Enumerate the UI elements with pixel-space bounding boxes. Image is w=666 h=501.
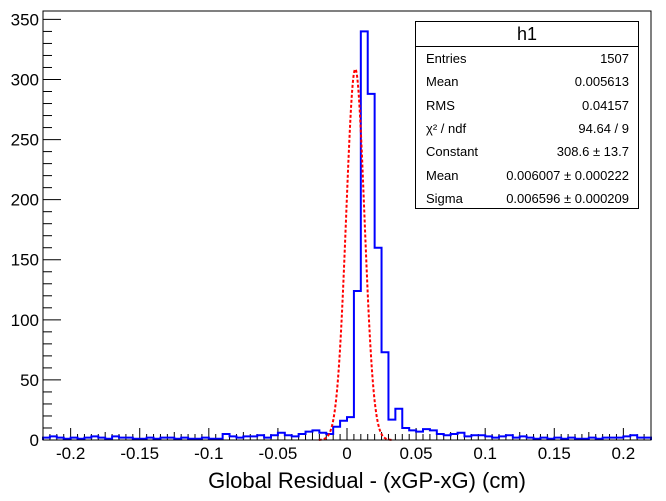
histogram-bin <box>402 428 409 440</box>
gaussian-fit-line <box>318 67 392 441</box>
x-tick-label: -0.15 <box>120 444 159 463</box>
x-tick-label: -0.1 <box>194 444 223 463</box>
stats-row: Entries 1507 <box>416 47 638 70</box>
histogram-bin <box>278 433 285 440</box>
stats-rows: Entries 1507 Mean 0.005613 RMS 0.04157 χ² / nd… <box>416 47 638 210</box>
histogram-bin <box>271 435 278 440</box>
stats-label: Mean <box>426 74 459 90</box>
histogram-series <box>42 30 652 440</box>
histogram-bin <box>112 436 119 440</box>
x-tick-label: -0.2 <box>56 444 85 463</box>
y-tick-label: 100 <box>11 311 39 330</box>
histogram-bin <box>50 436 57 440</box>
stats-value: 0.005613 <box>574 74 629 90</box>
histogram-bin <box>243 436 250 440</box>
stats-row: Mean 0.005613 <box>416 70 638 93</box>
histogram-bin <box>437 434 444 440</box>
stats-box-title: h1 <box>416 22 638 47</box>
x-axis-title: Global Residual - (xGP-xG) (cm) <box>208 468 526 493</box>
histogram-bin <box>458 433 465 440</box>
x-tick-label: 0.1 <box>473 444 497 463</box>
histogram-bin <box>388 420 395 440</box>
stats-row: Constant 308.6 ± 13.7 <box>416 140 638 163</box>
stats-value: 0.04157 <box>582 97 629 113</box>
histogram-bin <box>423 429 430 440</box>
histogram-bin <box>444 435 451 440</box>
stats-label: RMS <box>426 97 455 113</box>
histogram-bin <box>471 435 478 440</box>
stats-row: Sigma 0.006596 ± 0.000209 <box>416 187 638 210</box>
stats-value: 0.006007 ± 0.000222 <box>506 167 629 183</box>
x-tick-label: 0 <box>342 444 351 463</box>
histogram-bin <box>354 291 361 440</box>
gaussian-fit-series <box>318 67 392 441</box>
histogram-bin <box>257 435 264 440</box>
stats-label: Constant <box>426 144 479 160</box>
stats-box: h1 Entries 1507 Mean 0.005613 RMS 0.04157 χ² /… <box>415 21 639 209</box>
y-tick-label: 350 <box>11 10 39 29</box>
histogram-bin <box>520 436 527 440</box>
histogram-bin <box>299 434 306 440</box>
stats-value: 308.6 ± 13.7 <box>556 144 629 160</box>
histogram-bin <box>312 430 319 440</box>
histogram-bin <box>285 435 292 440</box>
histogram-bin <box>333 427 340 440</box>
histogram-bin <box>623 436 630 440</box>
histogram-bin <box>230 436 237 440</box>
x-tick-label: -0.05 <box>259 444 298 463</box>
stats-label: χ² / ndf <box>426 121 467 137</box>
x-tick-label: 0.2 <box>612 444 636 463</box>
histogram-bin <box>430 430 437 440</box>
stats-row: χ² / ndf 94.64 / 9 <box>416 117 638 140</box>
stats-value: 94.64 / 9 <box>578 121 629 137</box>
histogram-bin <box>395 409 402 440</box>
stats-label: Entries <box>426 51 467 67</box>
histogram-bin <box>499 436 506 440</box>
histogram-bin <box>382 352 389 440</box>
histogram-bin <box>506 435 513 440</box>
x-tick-label: 0.15 <box>538 444 571 463</box>
y-tick-label: 0 <box>30 431 39 450</box>
y-tick-label: 200 <box>11 191 39 210</box>
histogram-bin <box>485 436 492 440</box>
y-tick-label: 50 <box>20 371 39 390</box>
y-tick-label: 150 <box>11 251 39 270</box>
x-tick-labels: -0.2 -0.15 -0.1 -0.05 0 0.05 0.1 0.15 0.2 <box>56 444 635 463</box>
y-tick-label: 300 <box>11 70 39 89</box>
histogram-bin <box>347 417 354 440</box>
plot-frame <box>42 10 652 441</box>
histogram-bin <box>306 432 313 440</box>
stats-value: 1507 <box>600 51 629 67</box>
histogram-bin <box>630 435 637 440</box>
y-tick-labels: 0 50 100 150 200 250 300 350 <box>11 10 39 450</box>
stats-label: Mean <box>426 167 459 183</box>
histogram-bin <box>368 94 375 440</box>
histogram-bin <box>292 436 299 440</box>
histogram-bin <box>478 435 485 440</box>
histogram-outline <box>42 30 652 440</box>
histogram-bin <box>223 434 230 440</box>
x-tick-label: 0.05 <box>400 444 433 463</box>
stats-value: 0.006596 ± 0.000209 <box>506 190 629 206</box>
stats-row: Mean 0.006007 ± 0.000222 <box>416 163 638 186</box>
histogram-bin <box>91 436 98 440</box>
histogram-bin <box>409 430 416 440</box>
histogram-bin <box>340 421 347 440</box>
histogram-bin <box>451 434 458 440</box>
stats-row: RMS 0.04157 <box>416 94 638 117</box>
y-tick-label: 250 <box>11 131 39 150</box>
histogram-bin <box>416 432 423 440</box>
stats-label: Sigma <box>426 190 463 206</box>
histogram-bin <box>464 436 471 440</box>
histogram-bin <box>250 436 257 440</box>
